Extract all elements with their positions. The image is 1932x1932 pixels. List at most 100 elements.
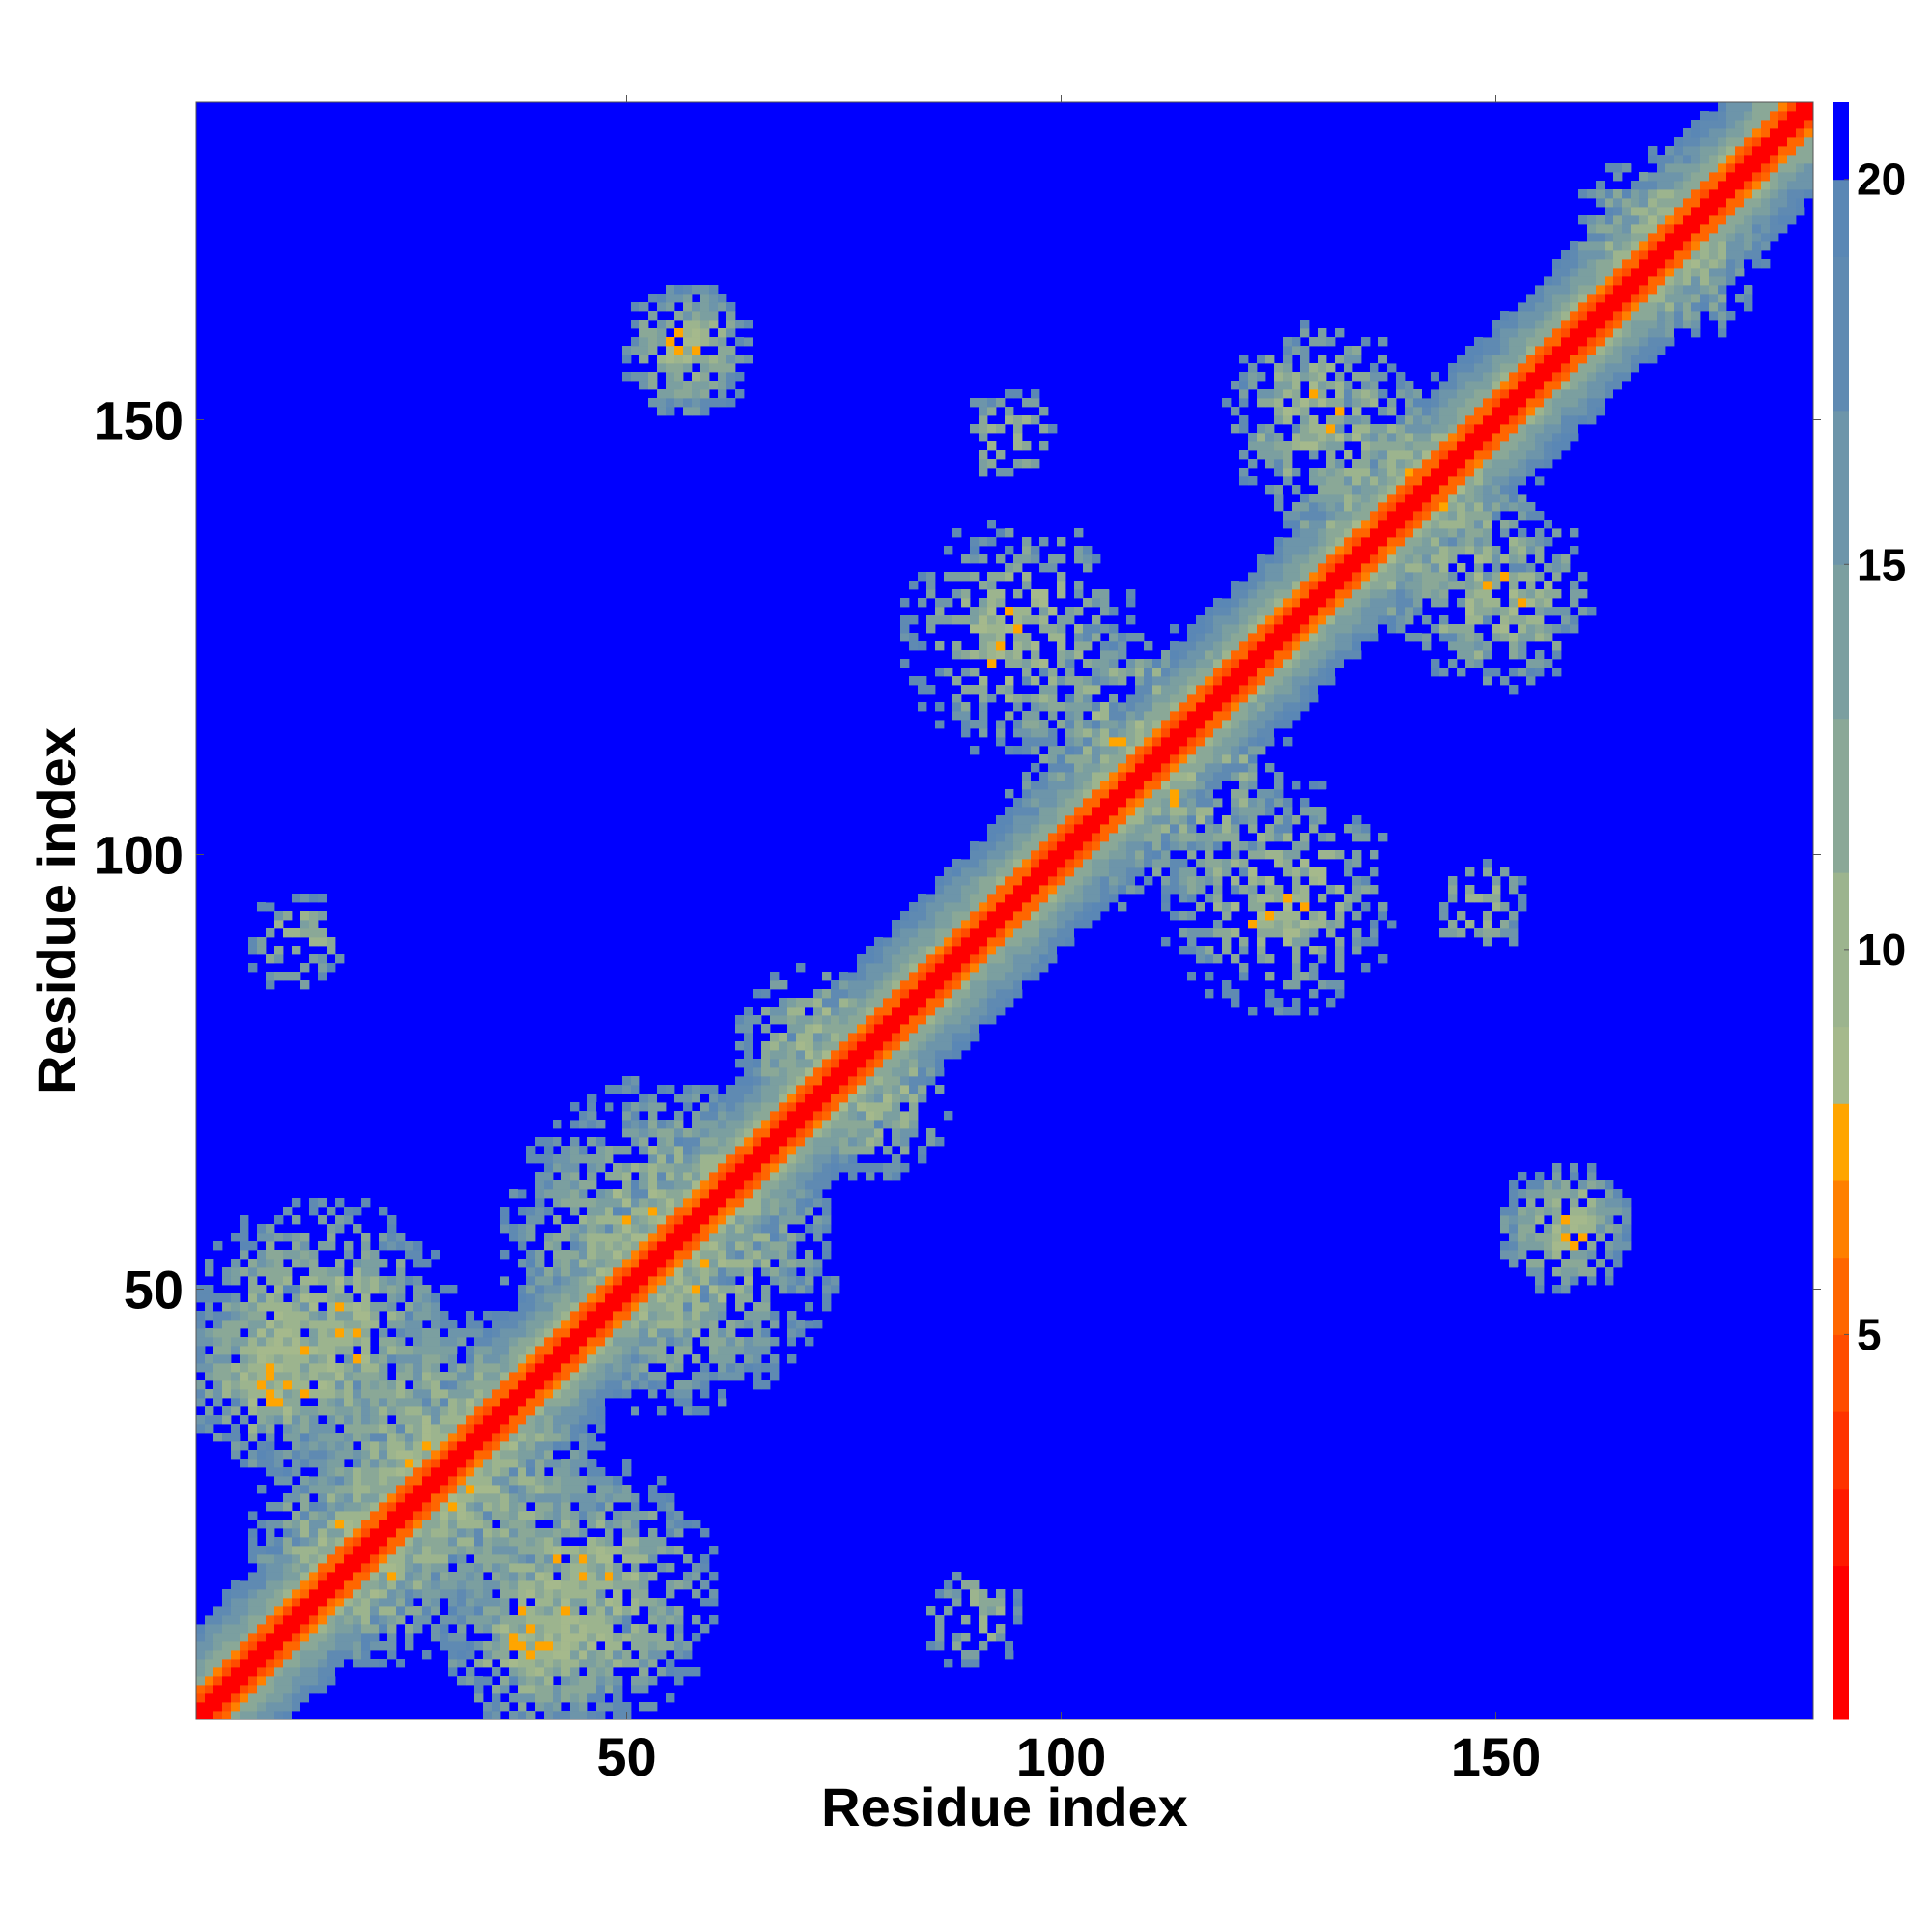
heatmap-cell (518, 1433, 527, 1442)
heatmap-cell (996, 1589, 1006, 1599)
heatmap-cell (1031, 389, 1040, 399)
heatmap-cell (474, 1337, 484, 1347)
heatmap-cell (935, 1059, 945, 1068)
heatmap-cell (1144, 737, 1153, 747)
heatmap-cell (987, 441, 997, 451)
heatmap-cell (1022, 459, 1032, 469)
heatmap-cell (1187, 694, 1197, 703)
heatmap-cell (822, 1007, 832, 1016)
heatmap-cell (1161, 833, 1171, 842)
heatmap-cell (1074, 876, 1084, 886)
heatmap-cell (440, 1354, 449, 1364)
heatmap-cell (231, 1233, 241, 1242)
heatmap-cell (648, 398, 658, 408)
heatmap-cell (735, 1015, 745, 1025)
heatmap-cell (1196, 954, 1206, 964)
heatmap-cell (292, 1302, 301, 1312)
heatmap-cell (1031, 972, 1040, 981)
heatmap-cell (1161, 876, 1171, 886)
heatmap-cell (231, 1711, 241, 1720)
heatmap-cell (1161, 937, 1171, 947)
heatmap-cell (1013, 885, 1023, 895)
heatmap-cell (779, 1102, 788, 1112)
heatmap-cell (831, 989, 840, 999)
heatmap-cell (1135, 685, 1145, 695)
heatmap-cell (744, 1241, 753, 1251)
heatmap-cell (1039, 815, 1049, 825)
heatmap-cell (961, 589, 971, 599)
heatmap-cell (587, 1711, 597, 1720)
heatmap-cell (440, 1441, 449, 1451)
heatmap-cell (283, 1354, 293, 1364)
heatmap-cell (587, 1459, 597, 1468)
heatmap-cell (1109, 728, 1119, 738)
heatmap-cell (979, 911, 988, 921)
heatmap-cell (639, 1293, 649, 1303)
heatmap-cell (648, 1241, 658, 1251)
heatmap-cell (266, 1685, 275, 1694)
heatmap-cell (639, 1641, 649, 1651)
heatmap-cell (335, 1589, 345, 1599)
heatmap-cell (327, 1433, 336, 1442)
heatmap-cell (283, 1650, 293, 1660)
heatmap-cell (648, 294, 658, 303)
heatmap-cell (1074, 772, 1084, 781)
heatmap-cell (579, 1328, 588, 1338)
heatmap-cell (300, 1302, 310, 1312)
heatmap-cell (518, 1641, 527, 1651)
heatmap-cell (448, 1337, 458, 1347)
heatmap-cell (1187, 746, 1197, 755)
heatmap-cell (1144, 781, 1153, 790)
heatmap-cell (544, 1233, 554, 1242)
heatmap-cell (1057, 772, 1066, 781)
heatmap-cell (544, 1389, 554, 1399)
heatmap-cell (292, 972, 301, 981)
heatmap-cell (796, 1120, 806, 1129)
heatmap-cell (770, 980, 780, 990)
heatmap-cell (309, 1250, 319, 1260)
heatmap-cell (231, 1589, 241, 1599)
heatmap-cell (744, 1128, 753, 1138)
heatmap-cell (535, 1276, 545, 1286)
heatmap-cell (666, 1154, 675, 1164)
heatmap-cell (726, 1163, 736, 1173)
heatmap-cell (787, 1102, 797, 1112)
heatmap-cell (839, 1128, 849, 1138)
heatmap-cell (1179, 694, 1188, 703)
heatmap-cell (544, 1711, 554, 1720)
heatmap-cell (318, 1624, 327, 1634)
heatmap-cell (692, 337, 701, 347)
heatmap-cell (231, 1676, 241, 1686)
heatmap-cell (535, 1563, 545, 1573)
heatmap-cell (909, 581, 919, 590)
heatmap-cell (648, 328, 658, 338)
heatmap-cell (561, 1320, 571, 1329)
heatmap-cell (248, 963, 258, 973)
heatmap-cell (196, 1398, 206, 1407)
heatmap-cell (753, 1163, 762, 1173)
heatmap-cell (674, 1302, 684, 1312)
heatmap-cell (944, 1059, 953, 1068)
heatmap-cell (353, 1398, 362, 1407)
heatmap-cell (987, 641, 997, 651)
heatmap-cell (1074, 902, 1084, 912)
heatmap-cell (874, 998, 884, 1008)
heatmap-cell (883, 998, 893, 1008)
heatmap-cell (1126, 859, 1136, 868)
heatmap-cell (474, 1398, 484, 1407)
heatmap-cell (526, 1685, 536, 1694)
heatmap-cell (292, 1433, 301, 1442)
heatmap-cell (457, 1406, 467, 1416)
heatmap-cell (553, 1685, 562, 1694)
heatmap-cell (683, 311, 693, 321)
heatmap-cell (492, 1311, 501, 1321)
heatmap-cell (396, 1546, 406, 1555)
heatmap-cell (996, 554, 1006, 564)
heatmap-cell (596, 1693, 606, 1703)
heatmap-cell (605, 1337, 614, 1347)
heatmap-cell (787, 1172, 797, 1181)
heatmap-cell (735, 1224, 745, 1234)
heatmap-cell (335, 1606, 345, 1616)
heatmap-cell (257, 1354, 267, 1364)
heatmap-cell (335, 1485, 345, 1494)
